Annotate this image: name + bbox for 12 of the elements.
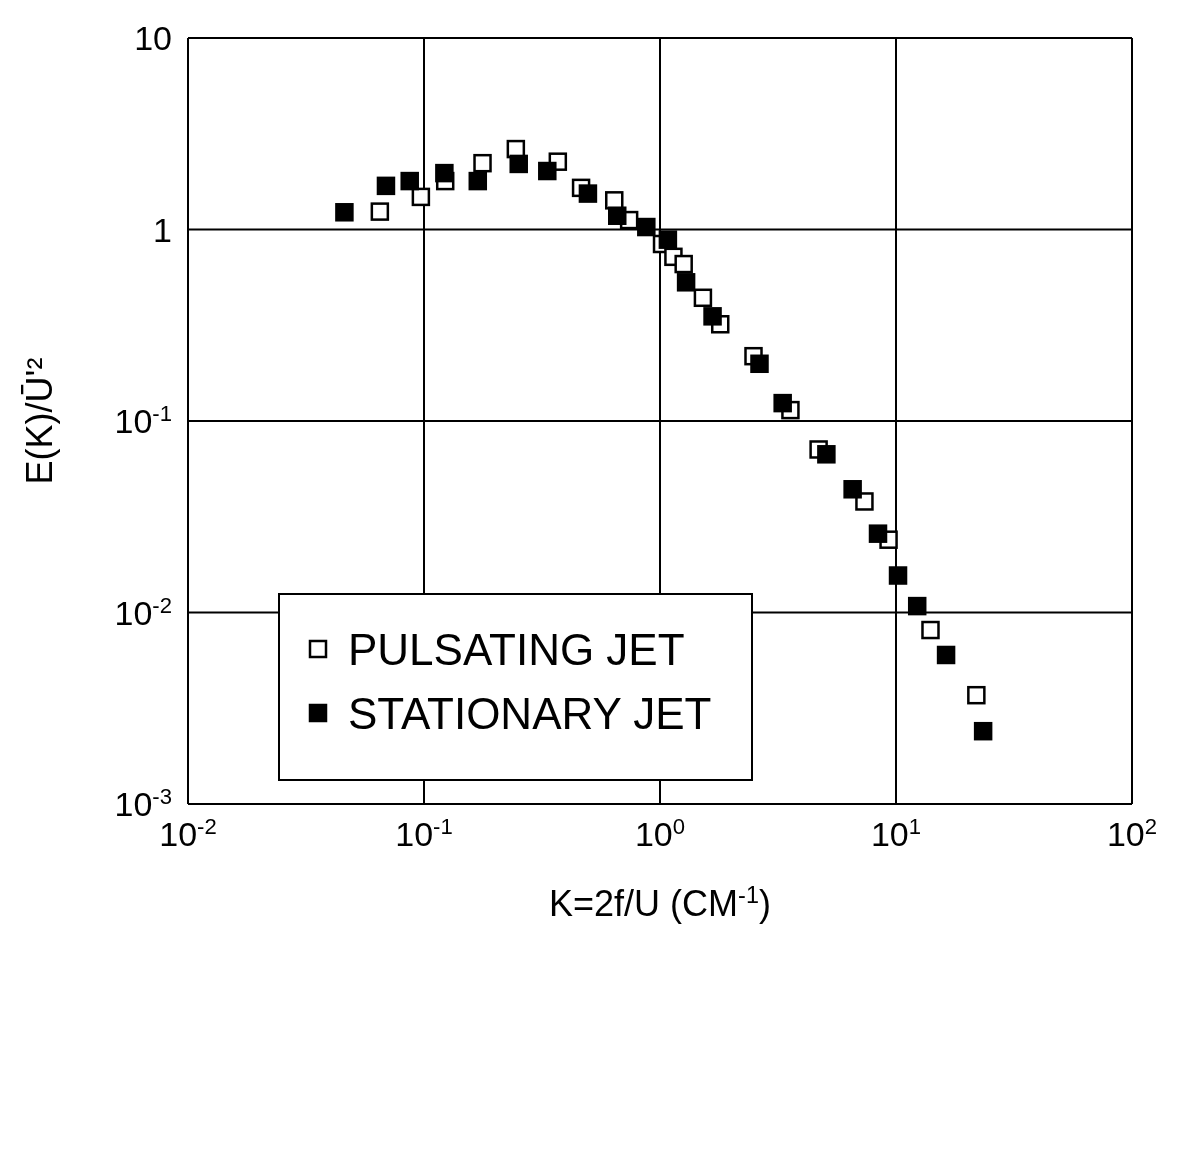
y-tick-label: 10$^{-2}$: [114, 592, 172, 632]
y-tick-label: 1: [153, 210, 172, 249]
y-axis-title: E(K)/Ū'²: [19, 357, 60, 485]
legend-label: STATIONARY JET: [348, 689, 712, 739]
y-tick-label: 10: [134, 19, 172, 57]
x-tick-label: 10$^{0}$: [634, 813, 686, 853]
x-tick-label: 10$^{1}$: [870, 813, 922, 853]
x-tick-label: 10$^{-1}$: [395, 813, 453, 853]
x-axis-title: K=2f/U (CM$^{-1}$): [549, 882, 771, 924]
y-tick-label: 10$^{-1}$: [114, 400, 172, 440]
legend-label: PULSATING JET: [348, 625, 685, 675]
x-tick-label: 10$^{2}$: [1106, 813, 1158, 853]
